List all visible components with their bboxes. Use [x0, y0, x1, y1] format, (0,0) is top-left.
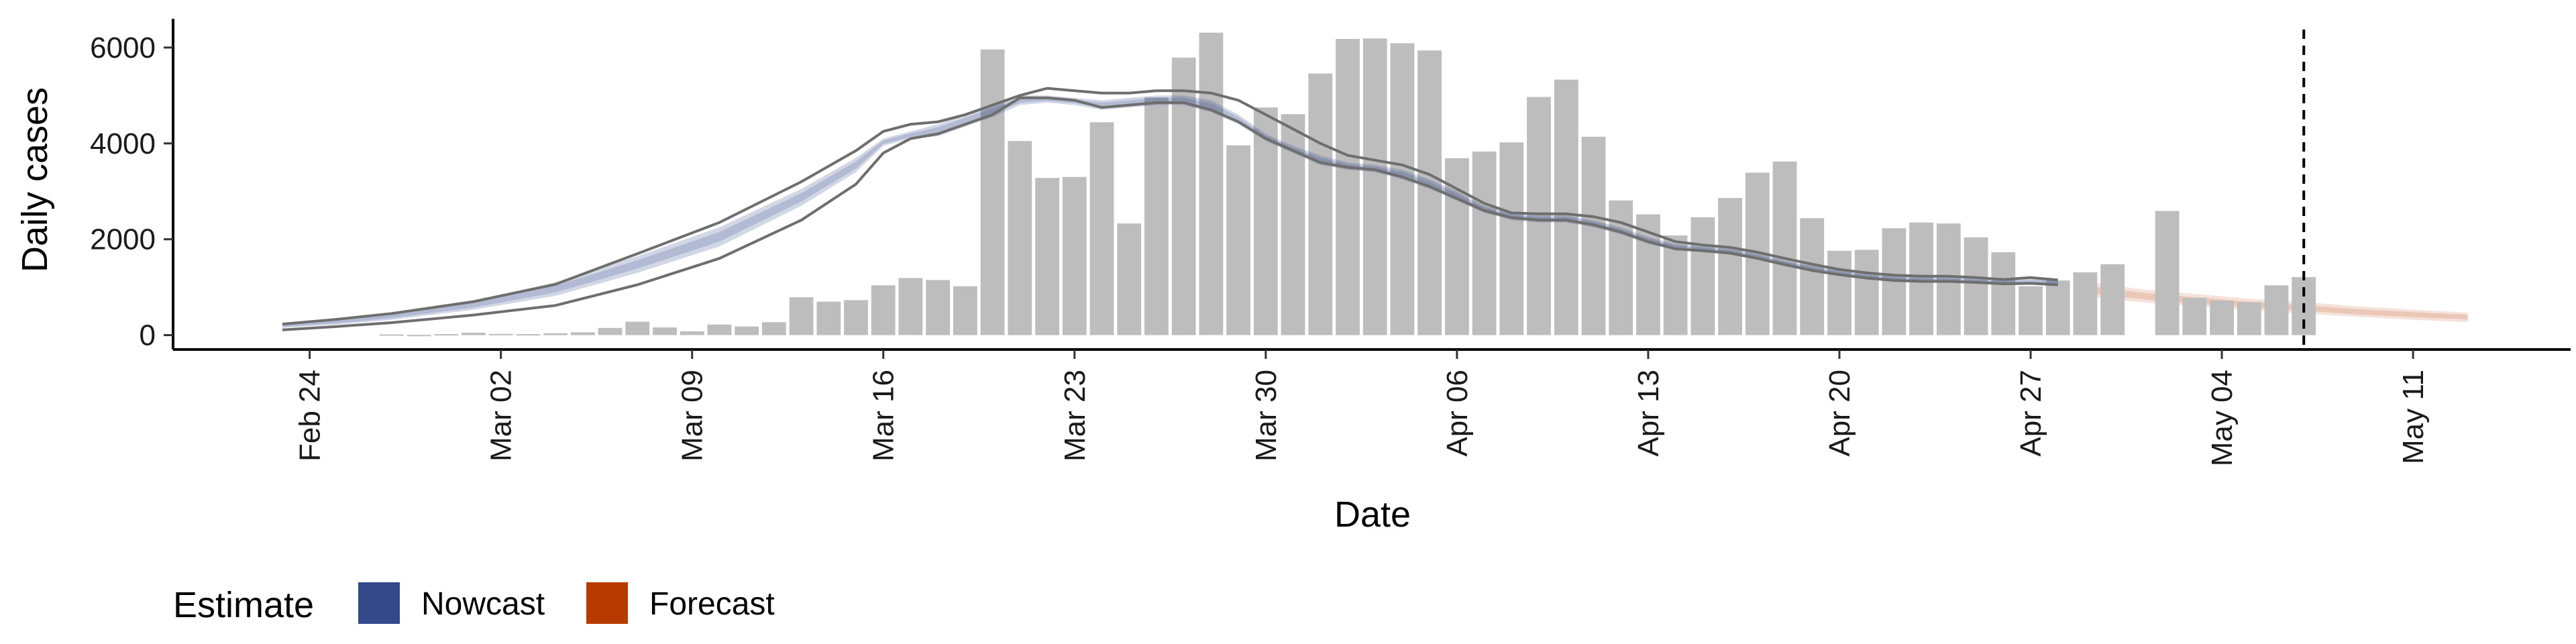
x-ticks-group: Feb 24 Mar 02 Mar 09 Mar 16 Mar 23 Mar 30 Apr …	[294, 350, 2430, 466]
outline-upper-line	[282, 87, 2058, 326]
x-tick-label-3: Mar 16	[867, 370, 900, 462]
x-tick-label-6: Apr 06	[1441, 370, 1474, 457]
bar-2020-03-18	[926, 280, 951, 335]
legend-label-forecast: Forecast	[649, 586, 775, 622]
bar-2020-04-15	[1690, 217, 1715, 335]
bar-2020-03-13	[789, 297, 814, 335]
bar-2020-03-12	[761, 322, 786, 335]
bar-2020-03-23	[1062, 176, 1087, 335]
bar-2020-04-23	[1909, 222, 1933, 335]
x-tick-label-0: Feb 24	[294, 370, 327, 462]
x-tick-label-11: May 11	[2397, 370, 2430, 464]
outline-lines-group	[282, 87, 2058, 331]
bar-2020-04-03	[1362, 38, 1387, 335]
bar-2020-04-14	[1663, 235, 1688, 335]
bar-2020-04-18	[1772, 161, 1797, 335]
y-tick-label-6000: 6000	[90, 32, 156, 64]
bar-2020-03-19	[953, 286, 977, 335]
bar-2020-05-06	[2264, 285, 2289, 335]
bar-2020-03-17	[898, 278, 923, 335]
bar-2020-03-07	[625, 321, 650, 335]
bar-2020-05-04	[2210, 301, 2234, 335]
legend-label-nowcast: Nowcast	[421, 586, 545, 622]
y-tick-label-2000: 2000	[90, 223, 156, 256]
legend: Estimate Nowcast Forecast	[173, 582, 775, 625]
bar-2020-04-20	[1827, 250, 1851, 335]
x-tick-label-1: Mar 02	[485, 370, 518, 462]
y-axis-title: Daily cases	[15, 87, 55, 272]
bar-2020-02-29	[434, 334, 459, 336]
bar-2020-03-20	[980, 49, 1005, 335]
bar-2020-03-08	[653, 327, 677, 335]
bar-2020-04-28	[2045, 280, 2070, 335]
bar-2020-03-24	[1089, 122, 1114, 335]
bar-2020-03-02	[488, 333, 513, 335]
forecast-inner-ribbon	[2085, 285, 2468, 320]
bar-2020-04-24	[1936, 223, 1961, 335]
bar-2020-03-09	[680, 331, 704, 335]
legend-swatch-nowcast	[358, 582, 400, 624]
bar-2020-04-16	[1718, 198, 1742, 335]
bar-2020-05-02	[2155, 211, 2180, 335]
bar-2020-04-10	[1554, 79, 1578, 335]
bar-2020-05-05	[2237, 302, 2261, 335]
bar-2020-03-06	[598, 327, 623, 335]
bar-2020-04-19	[1800, 218, 1825, 335]
bar-2020-03-14	[816, 301, 841, 335]
bar-2020-04-09	[1527, 97, 1551, 335]
bar-2020-02-28	[407, 335, 431, 337]
x-tick-label-2: Mar 09	[676, 370, 709, 462]
legend-title: Estimate	[173, 585, 314, 625]
bar-2020-04-05	[1417, 50, 1442, 335]
bar-2020-04-29	[2073, 272, 2098, 335]
x-tick-label-9: Apr 27	[2015, 370, 2047, 457]
bar-2020-04-04	[1390, 43, 1415, 335]
bar-2020-03-21	[1008, 141, 1032, 335]
bar-2020-03-16	[871, 285, 896, 335]
bar-2020-04-21	[1854, 250, 1879, 335]
x-tick-label-7: Apr 13	[1632, 370, 1665, 457]
y-ticks-group: 0 2000 4000 6000	[90, 32, 173, 352]
y-tick-label-0: 0	[140, 319, 156, 352]
y-tick-label-4000: 4000	[90, 127, 156, 160]
bar-2020-03-01	[462, 333, 486, 335]
bar-2020-03-26	[1144, 97, 1169, 335]
bar-2020-04-08	[1499, 142, 1524, 335]
bars-group	[379, 32, 2316, 337]
bar-2020-03-28	[1199, 32, 1224, 335]
bar-2020-03-05	[570, 332, 595, 335]
x-axis-title: Date	[1334, 494, 1411, 535]
bar-2020-03-10	[707, 324, 732, 335]
axes-group	[172, 19, 2571, 351]
bar-2020-04-27	[2019, 286, 2043, 335]
outline-lower-line	[282, 96, 2058, 331]
legend-swatch-forecast	[586, 582, 628, 624]
bar-2020-04-01	[1308, 73, 1333, 335]
bar-2020-03-29	[1226, 145, 1250, 335]
x-tick-label-8: Apr 20	[1823, 370, 1856, 457]
bar-2020-04-07	[1472, 151, 1497, 335]
x-tick-label-5: Mar 30	[1250, 370, 1283, 462]
bar-2020-03-25	[1117, 223, 1142, 335]
bar-2020-02-27	[379, 334, 404, 336]
bar-2020-04-02	[1336, 39, 1360, 335]
bar-2020-03-22	[1035, 178, 1059, 335]
bar-2020-04-25	[1964, 237, 1988, 335]
bar-2020-03-15	[844, 300, 868, 335]
x-tick-label-10: May 04	[2206, 370, 2239, 466]
bar-2020-04-11	[1581, 136, 1606, 335]
bar-2020-04-30	[2100, 264, 2125, 335]
bar-2020-04-26	[1991, 252, 2016, 335]
bar-2020-03-03	[516, 334, 541, 336]
bar-2020-03-04	[543, 333, 568, 335]
bar-2020-03-30	[1253, 107, 1278, 335]
x-tick-label-4: Mar 23	[1059, 370, 1091, 462]
bar-2020-05-03	[2182, 297, 2207, 335]
bar-2020-03-11	[735, 326, 759, 335]
